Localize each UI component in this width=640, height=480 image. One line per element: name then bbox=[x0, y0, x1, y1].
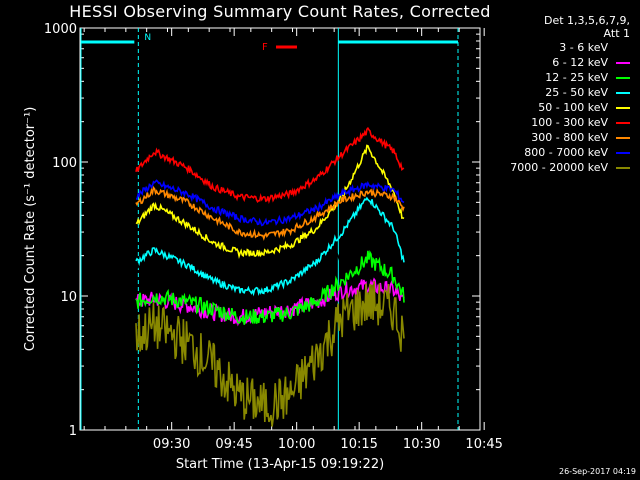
legend-entry-label: 7000 - 20000 keV bbox=[510, 161, 608, 174]
x-tick-label: 09:45 bbox=[215, 437, 252, 452]
flare-label: F bbox=[262, 42, 268, 53]
legend-header-line-1: Det 1,3,5,6,7,9, bbox=[543, 14, 630, 27]
legend-entry-label: 25 - 50 keV bbox=[545, 86, 608, 99]
x-axis-label: Start Time (13-Apr-15 09:19:22) bbox=[176, 457, 384, 472]
x-tick-label: 10:30 bbox=[403, 437, 440, 452]
legend-entry: 7000 - 20000 keV bbox=[480, 160, 630, 175]
chart-title: HESSI Observing Summary Count Rates, Cor… bbox=[69, 2, 491, 21]
series-line-6 bbox=[135, 185, 405, 241]
series-line-2 bbox=[135, 250, 405, 325]
legend-entry-label: 100 - 300 keV bbox=[531, 116, 608, 129]
legend-swatch bbox=[616, 61, 630, 64]
legend-entry-label: 800 - 7000 keV bbox=[524, 146, 608, 159]
legend-swatch bbox=[616, 166, 630, 169]
legend-entry: 100 - 300 keV bbox=[480, 115, 630, 130]
legend-swatch bbox=[616, 106, 630, 109]
legend-swatch bbox=[616, 76, 630, 79]
series-line-1 bbox=[135, 277, 405, 327]
legend-entry: 800 - 7000 keV bbox=[480, 145, 630, 160]
footer-timestamp: 26-Sep-2017 04:19 bbox=[559, 467, 636, 476]
y-tick-label: 1 bbox=[69, 424, 77, 439]
legend-entry-label: 50 - 100 keV bbox=[538, 101, 608, 114]
x-tick-label: 09:30 bbox=[153, 437, 190, 452]
plot-frame bbox=[79, 27, 481, 431]
legend-swatch bbox=[616, 136, 630, 139]
series-line-3 bbox=[135, 196, 405, 297]
legend-entry: 6 - 12 keV bbox=[480, 55, 630, 70]
x-tick-label: 10:45 bbox=[465, 437, 502, 452]
x-tick-label: 10:15 bbox=[340, 437, 377, 452]
y-tick-label: 10 bbox=[60, 290, 77, 305]
legend-entry: 25 - 50 keV bbox=[480, 85, 630, 100]
series-line-8 bbox=[135, 281, 405, 427]
legend-entry: 300 - 800 keV bbox=[480, 130, 630, 145]
legend-entry-label: 6 - 12 keV bbox=[552, 56, 608, 69]
y-tick-label: 100 bbox=[52, 156, 77, 171]
legend-swatch bbox=[616, 151, 630, 154]
legend: Det 1,3,5,6,7,9, Att 1 3 - 6 keV 6 - 12 k… bbox=[480, 14, 630, 175]
legend-entry-label: 12 - 25 keV bbox=[545, 71, 608, 84]
legend-swatch bbox=[616, 46, 630, 49]
series-line-5 bbox=[135, 126, 405, 204]
series-line-0 bbox=[135, 244, 405, 278]
legend-entry: 3 - 6 keV bbox=[480, 40, 630, 55]
night-label: N bbox=[144, 33, 151, 43]
legend-rows: 3 - 6 keV 6 - 12 keV 12 - 25 keV 25 - 50 ke… bbox=[480, 40, 630, 175]
legend-swatch bbox=[616, 91, 630, 94]
legend-header-line-2: Att 1 bbox=[603, 27, 630, 40]
legend-swatch bbox=[616, 121, 630, 124]
x-tick-label: 10:00 bbox=[278, 437, 315, 452]
y-tick-label: 1000 bbox=[44, 22, 77, 37]
legend-entry-label: 300 - 800 keV bbox=[531, 131, 608, 144]
legend-entry: 50 - 100 keV bbox=[480, 100, 630, 115]
series-line-4 bbox=[135, 144, 405, 260]
legend-entry-label: 3 - 6 keV bbox=[559, 41, 608, 54]
legend-entry: 12 - 25 keV bbox=[480, 70, 630, 85]
series-line-7 bbox=[136, 179, 405, 227]
y-axis-label: Corrected Count Rate (s⁻¹ detector⁻¹) bbox=[23, 107, 38, 352]
